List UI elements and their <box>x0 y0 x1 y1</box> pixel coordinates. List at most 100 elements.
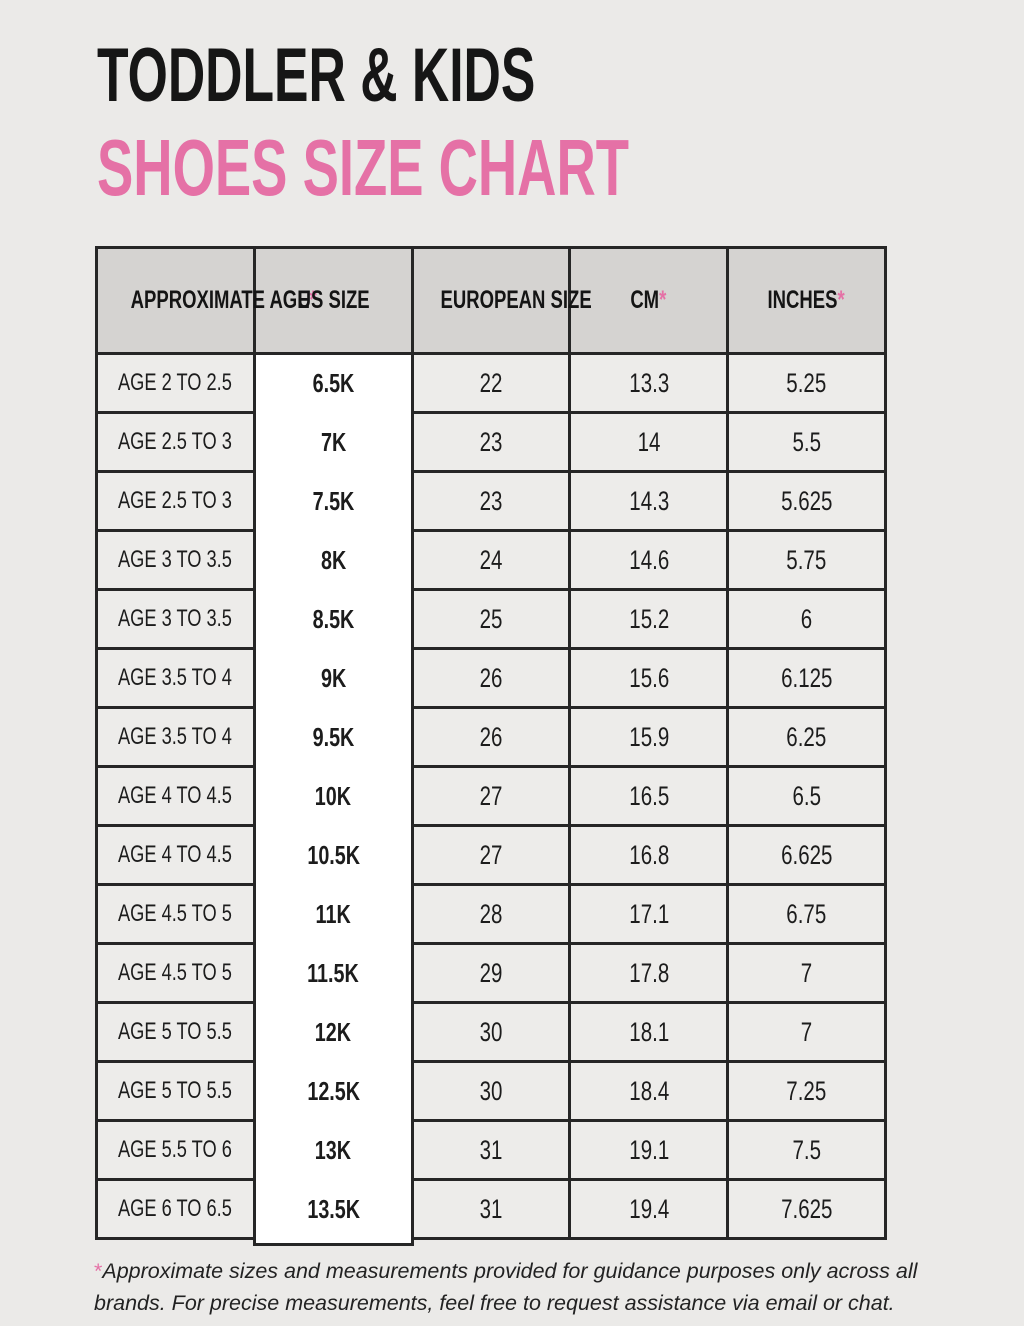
cell-value: 16.8 <box>628 839 669 870</box>
cell-value: 9.5K <box>312 721 355 752</box>
cell-value: 23 <box>479 485 503 516</box>
cm-cell: 18.4 <box>568 1060 730 1122</box>
cell-value: AGE 5 TO 5.5 <box>118 1077 233 1104</box>
column-header-label: INCHES <box>768 286 838 314</box>
cell-value: 5.75 <box>786 544 827 575</box>
cm-cell: 14.6 <box>568 529 730 591</box>
inches-cell: 6 <box>726 588 887 650</box>
cell-value: 23 <box>479 426 503 457</box>
column-header-label: APPROXIMATE AGE <box>130 286 310 314</box>
table-row: AGE 4.5 TO 5 11K 28 17.1 6.75 <box>95 883 887 945</box>
table-row: AGE 6 TO 6.5 13.5K 31 19.4 7.625 <box>95 1178 887 1246</box>
cm-cell: 19.1 <box>568 1119 730 1181</box>
inches-cell: 5.5 <box>726 411 887 473</box>
european-size-cell: 30 <box>410 1001 572 1063</box>
cell-value: 5.625 <box>780 485 833 516</box>
european-size-cell: 25 <box>410 588 572 650</box>
inches-cell: 7 <box>726 942 887 1004</box>
us-size-cell: 8K <box>252 530 414 590</box>
cm-cell: 16.8 <box>568 824 730 886</box>
cell-value: 27 <box>479 839 503 870</box>
cell-value: 6 <box>800 603 813 634</box>
cell-value: 6.5K <box>312 368 355 399</box>
table-header-row: APPROXIMATE AGE* US SIZE EUROPEAN SIZE CM* I… <box>95 246 887 355</box>
table-row: AGE 4.5 TO 5 11.5K 29 17.8 7 <box>95 942 887 1004</box>
cell-value: 13.5K <box>306 1193 360 1224</box>
table-row: AGE 3.5 TO 4 9K 26 15.6 6.125 <box>95 647 887 709</box>
us-size-cell: 10K <box>252 766 414 826</box>
cell-value: 26 <box>479 662 503 693</box>
cell-value: AGE 3 TO 3.5 <box>118 546 233 573</box>
inches-cell: 6.5 <box>726 765 887 827</box>
cell-value: 6.5 <box>792 780 821 811</box>
us-size-cell: 8.5K <box>252 589 414 649</box>
european-size-cell: 23 <box>410 411 572 473</box>
cell-value: 7.25 <box>786 1075 827 1106</box>
cell-value: 7 <box>800 1016 813 1047</box>
cell-value: AGE 3.5 TO 4 <box>118 723 233 750</box>
inches-cell: 5.25 <box>726 352 887 414</box>
us-size-cell: 7K <box>252 412 414 472</box>
us-size-cell: 9K <box>252 648 414 708</box>
european-size-cell: 26 <box>410 647 572 709</box>
cell-value: 5.25 <box>786 367 827 398</box>
age-cell: AGE 4.5 TO 5 <box>95 942 256 1004</box>
european-size-cell: 31 <box>410 1119 572 1181</box>
cell-value: AGE 4 TO 4.5 <box>118 841 233 868</box>
table-row: AGE 5.5 TO 6 13K 31 19.1 7.5 <box>95 1119 887 1181</box>
cell-value: 17.8 <box>628 957 669 988</box>
column-header-european-size: EUROPEAN SIZE <box>410 246 591 355</box>
european-size-cell: 31 <box>410 1178 572 1240</box>
cell-value: AGE 3.5 TO 4 <box>118 664 233 691</box>
us-size-cell: 11.5K <box>252 943 414 1003</box>
footnote: *Approximate sizes and measurements prov… <box>94 1255 954 1320</box>
cell-value: 29 <box>479 957 503 988</box>
cell-value: AGE 5.5 TO 6 <box>118 1136 233 1163</box>
cm-cell: 15.9 <box>568 706 730 768</box>
european-size-cell: 23 <box>410 470 572 532</box>
cell-value: 8K <box>320 544 346 575</box>
table-row: AGE 2 TO 2.5 6.5K 22 13.3 5.25 <box>95 352 887 414</box>
european-size-cell: 27 <box>410 824 572 886</box>
inches-cell: 6.125 <box>726 647 887 709</box>
inches-cell: 6.625 <box>726 824 887 886</box>
european-size-cell: 26 <box>410 706 572 768</box>
inches-cell: 7.25 <box>726 1060 887 1122</box>
inches-cell: 7 <box>726 1001 887 1063</box>
table-row: AGE 3 TO 3.5 8.5K 25 15.2 6 <box>95 588 887 650</box>
cell-value: 27 <box>479 780 503 811</box>
table-row: AGE 5 TO 5.5 12.5K 30 18.4 7.25 <box>95 1060 887 1122</box>
european-size-cell: 27 <box>410 765 572 827</box>
cell-value: 6.75 <box>786 898 827 929</box>
age-cell: AGE 5.5 TO 6 <box>95 1119 256 1181</box>
page-title: TODDLER & KIDS SHOES SIZE CHART <box>97 38 879 208</box>
cell-value: AGE 4 TO 4.5 <box>118 782 233 809</box>
header-asterisk: * <box>659 286 667 314</box>
cell-value: 25 <box>479 603 503 634</box>
age-cell: AGE 2.5 TO 3 <box>95 411 256 473</box>
age-cell: AGE 4 TO 4.5 <box>95 765 256 827</box>
cell-value: 6.125 <box>780 662 833 693</box>
cell-value: 13K <box>315 1134 352 1165</box>
cell-value: 31 <box>479 1193 503 1224</box>
table-row: AGE 3 TO 3.5 8K 24 14.6 5.75 <box>95 529 887 591</box>
cell-value: AGE 4.5 TO 5 <box>118 900 233 927</box>
cell-value: 16.5 <box>628 780 669 811</box>
us-size-cell: 9.5K <box>252 707 414 767</box>
cell-value: 6.625 <box>780 839 833 870</box>
inches-cell: 6.25 <box>726 706 887 768</box>
european-size-cell: 28 <box>410 883 572 945</box>
column-header-label: EUROPEAN SIZE <box>440 286 592 314</box>
cell-value: AGE 2 TO 2.5 <box>118 369 233 396</box>
inches-cell: 5.75 <box>726 529 887 591</box>
column-header-cm: CM* <box>568 246 730 355</box>
cell-value: 10K <box>315 780 352 811</box>
cell-value: AGE 2.5 TO 3 <box>118 428 233 455</box>
cell-value: 15.6 <box>628 662 669 693</box>
cell-value: 6.25 <box>786 721 827 752</box>
cell-value: 14.6 <box>628 544 669 575</box>
table-row: AGE 2.5 TO 3 7K 23 14 5.5 <box>95 411 887 473</box>
age-cell: AGE 2 TO 2.5 <box>95 352 256 414</box>
cell-value: AGE 5 TO 5.5 <box>118 1018 233 1045</box>
